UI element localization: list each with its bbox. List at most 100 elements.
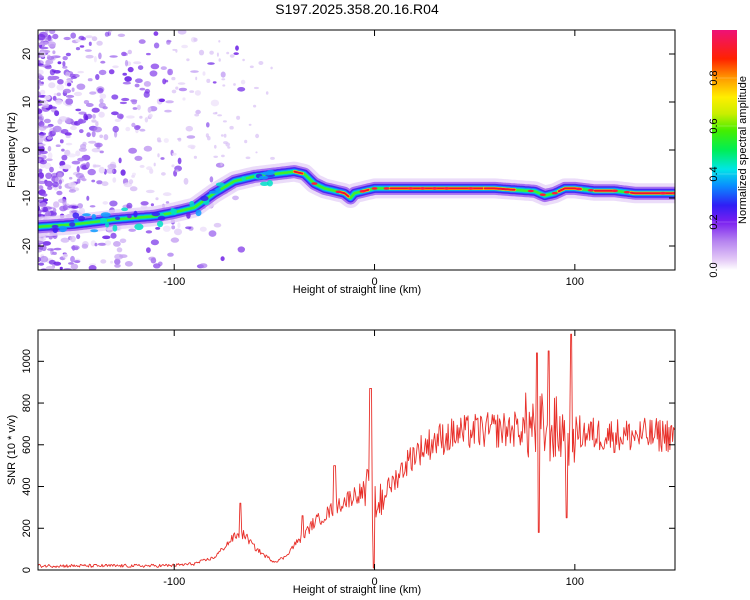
noise-blob <box>121 51 127 57</box>
ridge-blob <box>189 200 195 207</box>
ridge-blob <box>134 223 144 231</box>
noise-blob <box>153 42 160 49</box>
ridge-peak <box>407 187 414 190</box>
noise-blob <box>62 61 66 67</box>
snr-ytick-label: 400 <box>21 477 33 495</box>
noise-blob <box>79 129 84 134</box>
noise-blob <box>220 71 226 78</box>
noise-blob <box>215 162 225 168</box>
noise-blob <box>140 201 149 206</box>
noise-blob <box>70 32 76 39</box>
noise-blob <box>121 97 130 102</box>
ridge-peak <box>431 187 438 190</box>
spec-ytick-label: -20 <box>21 238 33 254</box>
ridge-peak <box>371 187 378 190</box>
noise-speck <box>229 54 235 58</box>
noise-blob <box>199 263 208 269</box>
noise-blob <box>173 228 183 236</box>
noise-blob <box>76 166 80 173</box>
noise-speck <box>233 83 236 86</box>
noise-blob <box>127 49 132 55</box>
noise-blob <box>77 203 83 209</box>
noise-blob <box>177 82 186 85</box>
noise-speck <box>172 48 177 51</box>
noise-blob <box>97 242 107 246</box>
noise-speck <box>270 156 275 160</box>
noise-blob <box>38 262 45 266</box>
figure-title: S197.2025.358.20.16.R04 <box>275 1 439 17</box>
noise-blob <box>62 88 72 94</box>
ridge-blob <box>260 181 269 186</box>
noise-blob <box>155 227 161 230</box>
noise-speck <box>265 91 269 95</box>
noise-speck <box>177 137 182 142</box>
noise-blob <box>240 79 246 85</box>
noise-blob <box>47 125 53 128</box>
noise-blob <box>233 52 239 55</box>
noise-blob <box>97 87 104 94</box>
noise-blob <box>132 172 136 176</box>
noise-blob <box>129 186 138 192</box>
noise-blob <box>113 241 121 247</box>
noise-blob <box>99 98 104 104</box>
noise-blob <box>39 245 44 250</box>
noise-blob <box>95 74 100 80</box>
noise-blob <box>131 122 136 128</box>
snr-ylabel: SNR (10 * v/v) <box>6 415 18 485</box>
noise-speck <box>223 133 227 138</box>
noise-blob <box>80 143 87 150</box>
noise-blob <box>73 91 83 97</box>
noise-blob <box>49 76 59 81</box>
noise-blob <box>146 247 151 254</box>
noise-blob <box>96 40 103 46</box>
noise-blob <box>117 113 124 119</box>
ridge-blob <box>78 215 85 222</box>
noise-blob <box>167 68 173 76</box>
noise-blob <box>45 158 53 162</box>
snr-frame <box>37 329 676 571</box>
noise-speck <box>175 169 179 173</box>
colorbar-tick-label: 0.0 <box>708 262 720 277</box>
noise-blob <box>147 106 152 113</box>
ridge-blob <box>121 207 128 212</box>
ridge-hot-red <box>293 170 304 175</box>
noise-speck <box>222 84 226 87</box>
noise-blob <box>111 111 119 116</box>
noise-blob <box>150 203 154 207</box>
noise-blob <box>104 240 112 246</box>
snr-ytick-label: 0 <box>21 567 33 573</box>
snr-xtick-label: -100 <box>163 576 185 588</box>
noise-speck <box>175 86 179 90</box>
colorbar-gradient <box>712 30 737 270</box>
noise-blob <box>117 33 126 37</box>
noise-blob <box>76 234 81 240</box>
noise-blob <box>38 256 42 263</box>
noise-blob <box>38 108 43 115</box>
noise-blob <box>119 101 127 105</box>
snr-series-line <box>38 333 675 569</box>
noise-blob <box>164 109 172 113</box>
noise-speck <box>217 114 223 117</box>
ridge-blob <box>82 213 91 217</box>
noise-blob <box>42 41 49 46</box>
noise-blob <box>52 50 56 55</box>
noise-blob <box>139 164 145 168</box>
spectrogram-ylabel: Frequency (Hz) <box>6 112 18 188</box>
noise-blob <box>49 166 54 173</box>
noise-blob <box>134 125 141 131</box>
noise-speck <box>189 90 195 93</box>
noise-blob <box>39 115 44 122</box>
ridge-blob <box>186 212 191 219</box>
ridge-peak <box>467 187 474 190</box>
noise-blob <box>38 144 43 147</box>
snr-xtick-label: 0 <box>371 576 377 588</box>
noise-blob <box>81 178 87 182</box>
noise-blob <box>54 110 60 117</box>
noise-blob <box>102 201 109 205</box>
ridge-peak <box>660 191 666 195</box>
noise-blob <box>125 115 135 119</box>
noise-blob <box>114 263 121 268</box>
noise-blob <box>133 61 142 65</box>
noise-blob <box>38 60 41 66</box>
